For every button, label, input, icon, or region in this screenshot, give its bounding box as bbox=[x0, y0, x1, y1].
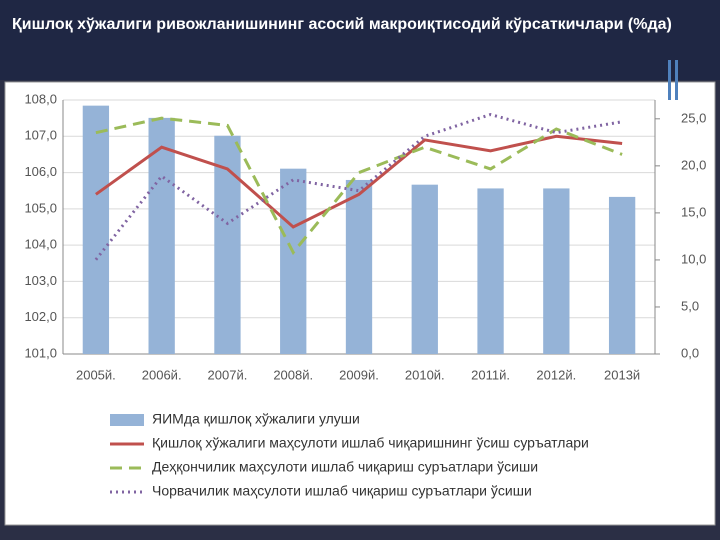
x-tick-label: 2010й. bbox=[405, 367, 445, 382]
legend-swatch bbox=[110, 414, 144, 426]
header bbox=[0, 0, 720, 80]
legend-label: Чорвачилик маҳсулоти ишлаб чиқариш суръа… bbox=[152, 483, 532, 499]
x-tick-label: 2009й. bbox=[339, 367, 379, 382]
decoration bbox=[668, 60, 671, 100]
bar bbox=[477, 188, 504, 354]
x-tick-label: 2008й. bbox=[273, 367, 313, 382]
x-tick-label: 2013й bbox=[604, 367, 640, 382]
y2-tick-label: 20,0 bbox=[681, 157, 706, 172]
chart-title: Қишлоқ хўжалиги ривожланишининг асосий м… bbox=[12, 16, 672, 33]
bar bbox=[280, 168, 307, 354]
y2-tick-label: 5,0 bbox=[681, 298, 699, 313]
decoration bbox=[675, 60, 678, 100]
y-tick-label: 106,0 bbox=[24, 164, 57, 179]
bar bbox=[82, 105, 110, 355]
y-tick-label: 108,0 bbox=[24, 91, 57, 106]
y-tick-label: 105,0 bbox=[24, 200, 57, 215]
x-tick-label: 2006й. bbox=[142, 367, 182, 382]
legend-label: ЯИМда қишлоқ хўжалиги улуши bbox=[152, 411, 360, 427]
line bbox=[94, 112, 623, 261]
y2-tick-label: 25,0 bbox=[681, 110, 706, 125]
bar bbox=[214, 135, 241, 354]
x-tick-label: 2007й. bbox=[208, 367, 248, 382]
y-tick-label: 104,0 bbox=[24, 237, 57, 252]
bar bbox=[543, 188, 570, 354]
y2-tick-label: 0,0 bbox=[681, 345, 699, 360]
y-tick-label: 101,0 bbox=[24, 345, 57, 360]
legend-label: Қишлоқ хўжалиги маҳсулоти ишлаб чиқаришн… bbox=[152, 435, 589, 451]
bar bbox=[345, 179, 373, 354]
y2-tick-label: 15,0 bbox=[681, 204, 706, 219]
y2-tick-label: 10,0 bbox=[681, 251, 706, 266]
y-tick-label: 103,0 bbox=[24, 273, 57, 288]
x-tick-label: 2012й. bbox=[536, 367, 576, 382]
bar bbox=[411, 184, 438, 354]
x-tick-label: 2005й. bbox=[76, 367, 116, 382]
bar bbox=[148, 117, 175, 354]
line bbox=[95, 116, 623, 256]
y-tick-label: 102,0 bbox=[24, 309, 57, 324]
legend-label: Деҳқончилик маҳсулоти ишлаб чиқариш суръ… bbox=[152, 459, 538, 475]
y-tick-label: 107,0 bbox=[24, 128, 57, 143]
bar bbox=[608, 196, 636, 354]
x-tick-label: 2011й. bbox=[471, 367, 510, 382]
